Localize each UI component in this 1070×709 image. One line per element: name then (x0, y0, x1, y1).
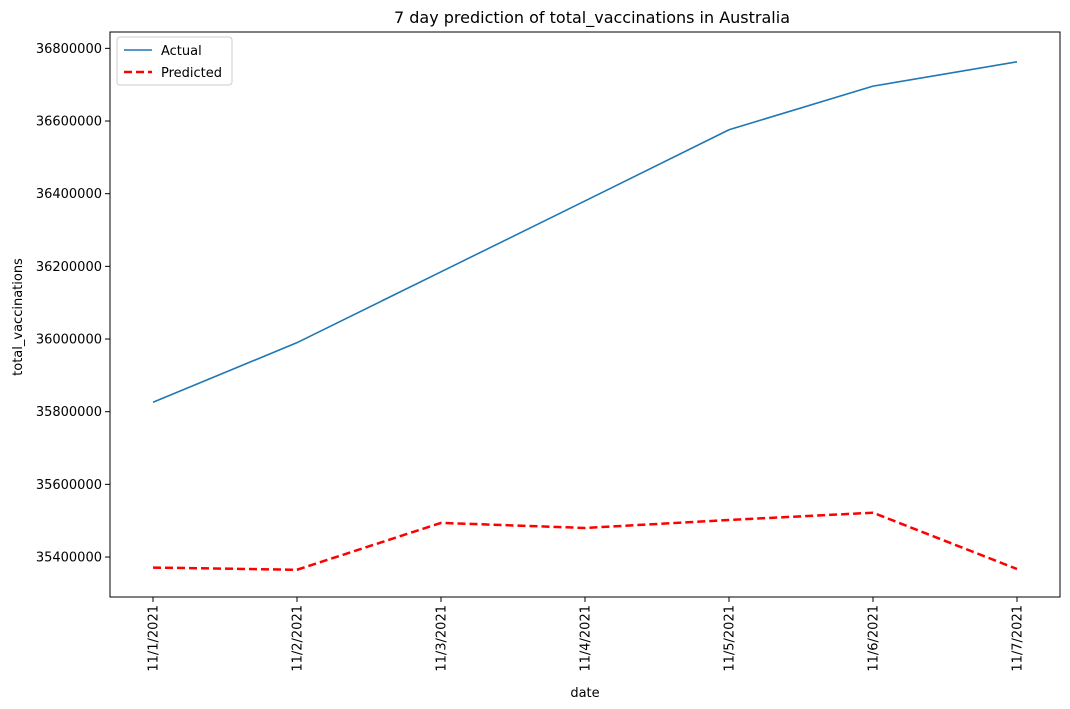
series-layer (152, 61, 1018, 571)
y-tick-label: 35400000 (36, 551, 102, 566)
y-tick-label: 35600000 (36, 478, 102, 493)
legend-label-actual: Actual (161, 44, 202, 59)
x-tick-label: 11/4/2021 (579, 605, 594, 672)
y-axis: 35400000 35600000 35800000 36000000 36200000… (36, 42, 110, 566)
legend: Actual Predicted (116, 36, 233, 86)
plot-area-frame (109, 31, 1061, 598)
x-axis-label: date (570, 686, 599, 701)
y-axis-label: total_vaccinations (11, 258, 26, 376)
x-tick-label: 11/3/2021 (435, 605, 450, 672)
legend-label-predicted: Predicted (161, 66, 222, 81)
x-tick-label: 11/5/2021 (723, 605, 738, 672)
x-tick-label: 11/6/2021 (867, 605, 882, 672)
x-tick-label: 11/7/2021 (1011, 605, 1026, 672)
y-tick-label: 35800000 (36, 405, 102, 420)
y-tick-label: 36200000 (36, 260, 102, 275)
x-tick-label: 11/2/2021 (291, 605, 306, 672)
y-tick-label: 36600000 (36, 115, 102, 130)
y-tick-label: 36800000 (36, 42, 102, 57)
y-tick-label: 36400000 (36, 187, 102, 202)
chart-title: 7 day prediction of total_vaccinations i… (394, 8, 790, 28)
x-axis: 11/1/2021 11/2/2021 11/3/2021 11/4/2021 11/5… (147, 597, 1026, 672)
series-line-actual (152, 61, 1018, 403)
legend-box (116, 36, 233, 86)
series-line-predicted (152, 511, 1018, 571)
x-tick-label: 11/1/2021 (147, 605, 162, 672)
y-tick-label: 36000000 (36, 333, 102, 348)
